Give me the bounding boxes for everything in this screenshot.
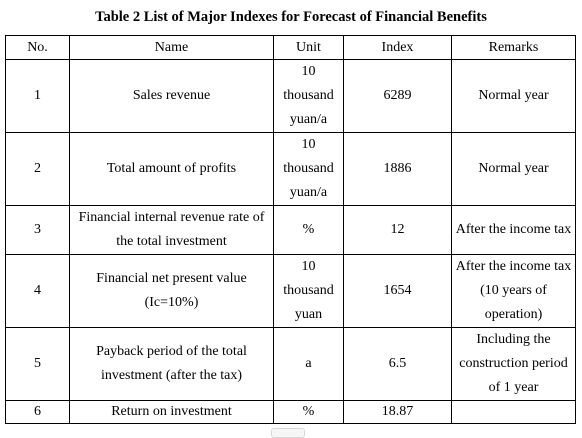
row-no: 5	[5, 327, 70, 401]
row-remarks: After the income tax	[451, 205, 576, 255]
header-no: No.	[5, 35, 70, 60]
row-remarks: After the income tax (10 years of operat…	[451, 254, 576, 328]
row-name: Payback period of the total investment (…	[69, 327, 274, 401]
row-remarks: Normal year	[451, 132, 576, 206]
row-no: 6	[5, 400, 70, 424]
row-no: 2	[5, 132, 70, 206]
row-index: 12	[343, 205, 452, 255]
row-unit: 10 thousand yuan/a	[273, 132, 344, 206]
table-title: Table 2 List of Major Indexes for Foreca…	[95, 9, 487, 25]
row-unit: %	[273, 205, 344, 255]
row-no: 1	[5, 59, 70, 133]
row-name: Financial net present value (Ic=10%)	[69, 254, 274, 328]
header-remarks: Remarks	[451, 35, 576, 60]
row-unit: a	[273, 327, 344, 401]
table-row: 6 Return on investment % 18.87	[5, 400, 576, 424]
row-remarks	[451, 400, 576, 424]
page-edge-marker	[271, 428, 305, 438]
row-name: Sales revenue	[69, 59, 274, 133]
header-row: No. Name Unit Index Remarks	[5, 35, 576, 60]
table-row: 4 Financial net present value (Ic=10%) 1…	[5, 254, 576, 328]
row-name: Return on investment	[69, 400, 274, 424]
header-unit: Unit	[273, 35, 344, 60]
row-remarks: Including the construction period of 1 y…	[451, 327, 576, 401]
row-index: 6.5	[343, 327, 452, 401]
table-row: 1 Sales revenue 10 thousand yuan/a 6289 …	[5, 59, 576, 133]
table-row: 2 Total amount of profits 10 thousand yu…	[5, 132, 576, 206]
header-name: Name	[69, 35, 274, 60]
header-index: Index	[343, 35, 452, 60]
row-no: 3	[5, 205, 70, 255]
row-remarks: Normal year	[451, 59, 576, 133]
table-row: 3 Financial internal revenue rate of the…	[5, 205, 576, 255]
financial-indexes-table: No. Name Unit Index Remarks 1 Sales reve…	[5, 35, 576, 424]
row-name: Financial internal revenue rate of the t…	[69, 205, 274, 255]
row-index: 1886	[343, 132, 452, 206]
row-index: 1654	[343, 254, 452, 328]
table-row: 5 Payback period of the total investment…	[5, 327, 576, 401]
row-name: Total amount of profits	[69, 132, 274, 206]
row-unit: %	[273, 400, 344, 424]
row-unit: 10 thousand yuan	[273, 254, 344, 328]
row-index: 6289	[343, 59, 452, 133]
row-unit: 10 thousand yuan/a	[273, 59, 344, 133]
row-no: 4	[5, 254, 70, 328]
row-index: 18.87	[343, 400, 452, 424]
